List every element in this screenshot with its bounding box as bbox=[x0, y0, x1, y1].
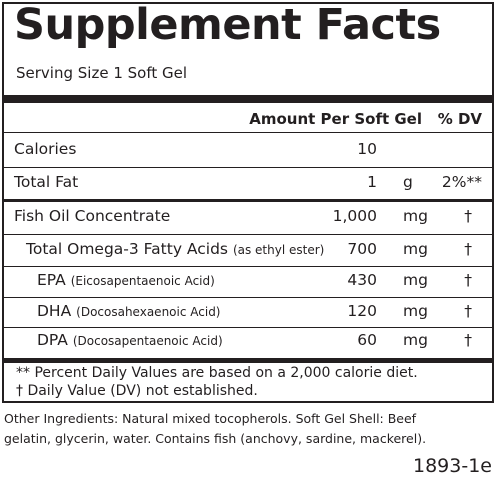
nutrient-row-dha: DHA (Docosahexaenoic Acid) 120 mg † bbox=[4, 302, 492, 326]
nutrient-row-epa: EPA (Eicosapentaenoic Acid) 430 mg † bbox=[4, 271, 492, 295]
nutrient-label: Fish Oil Concentrate bbox=[14, 207, 171, 225]
nutrient-unit: g bbox=[403, 173, 413, 191]
footnote-dv-not-established: † Daily Value (DV) not established. bbox=[16, 383, 258, 399]
nutrient-amount: 1,000 bbox=[332, 207, 377, 225]
ingredients-line: gelatin, glycerin, water. Contains fish … bbox=[4, 431, 427, 446]
product-code: 1893-1e bbox=[413, 455, 492, 477]
nutrient-amount: 1 bbox=[367, 173, 377, 191]
nutrient-row-dpa: DPA (Docosapentaenoic Acid) 60 mg † bbox=[4, 331, 492, 355]
thick-divider bbox=[4, 95, 492, 103]
divider bbox=[4, 266, 492, 267]
nutrient-dv: † bbox=[464, 271, 472, 289]
supplement-facts-panel: Supplement Facts Serving Size 1 Soft Gel… bbox=[2, 2, 494, 403]
nutrient-note: (Eicosapentaenoic Acid) bbox=[70, 274, 215, 288]
nutrient-dv: † bbox=[464, 207, 472, 225]
divider bbox=[4, 327, 492, 328]
nutrient-note: (Docosahexaenoic Acid) bbox=[76, 305, 221, 319]
nutrient-label-text: EPA bbox=[37, 271, 66, 289]
nutrient-unit: mg bbox=[403, 207, 428, 225]
nutrient-label-text: DPA bbox=[37, 331, 68, 349]
divider bbox=[4, 167, 492, 168]
divider bbox=[4, 234, 492, 235]
nutrient-unit: mg bbox=[403, 302, 428, 320]
nutrient-row-total-fat: Total Fat 1 g 2%** bbox=[4, 173, 492, 197]
nutrient-row-omega3: Total Omega-3 Fatty Acids (as ethyl este… bbox=[4, 240, 492, 264]
nutrient-amount: 120 bbox=[347, 302, 377, 320]
nutrient-dv: † bbox=[464, 302, 472, 320]
panel-title: Supplement Facts bbox=[14, 2, 441, 50]
nutrient-note: (Docosapentaenoic Acid) bbox=[72, 334, 223, 348]
nutrient-amount: 430 bbox=[347, 271, 377, 289]
nutrient-row-calories: Calories 10 bbox=[4, 140, 492, 164]
nutrient-label: DPA (Docosapentaenoic Acid) bbox=[37, 331, 223, 349]
amount-header: Amount Per Soft Gel bbox=[249, 110, 422, 128]
footnote-percent-dv: ** Percent Daily Values are based on a 2… bbox=[16, 365, 418, 381]
nutrient-amount: 60 bbox=[357, 331, 377, 349]
nutrient-label-text: Total Omega-3 Fatty Acids bbox=[26, 240, 228, 258]
nutrient-amount: 700 bbox=[347, 240, 377, 258]
ingredients-line: Other Ingredients: Natural mixed tocophe… bbox=[4, 411, 417, 426]
thick-divider bbox=[4, 358, 492, 363]
serving-size: Serving Size 1 Soft Gel bbox=[16, 64, 188, 82]
nutrient-label-text: DHA bbox=[37, 302, 72, 320]
nutrient-label: Total Fat bbox=[14, 173, 79, 191]
nutrient-label: Calories bbox=[14, 140, 77, 158]
nutrient-note: (as ethyl ester) bbox=[232, 243, 325, 257]
other-ingredients: Other Ingredients: Natural mixed tocophe… bbox=[4, 409, 498, 449]
divider bbox=[4, 199, 492, 202]
divider bbox=[4, 132, 492, 133]
nutrient-amount: 10 bbox=[357, 140, 377, 158]
dv-header: % DV bbox=[437, 110, 482, 128]
nutrient-dv: † bbox=[464, 331, 472, 349]
nutrient-unit: mg bbox=[403, 331, 428, 349]
nutrient-label: Total Omega-3 Fatty Acids (as ethyl este… bbox=[26, 240, 324, 258]
nutrient-label: EPA (Eicosapentaenoic Acid) bbox=[37, 271, 215, 289]
nutrient-label: DHA (Docosahexaenoic Acid) bbox=[37, 302, 221, 320]
nutrient-unit: mg bbox=[403, 240, 428, 258]
nutrient-unit: mg bbox=[403, 271, 428, 289]
divider bbox=[4, 297, 492, 298]
nutrient-row-fish-oil: Fish Oil Concentrate 1,000 mg † bbox=[4, 207, 492, 231]
nutrient-dv: † bbox=[464, 240, 472, 258]
nutrient-dv: 2%** bbox=[441, 173, 482, 191]
